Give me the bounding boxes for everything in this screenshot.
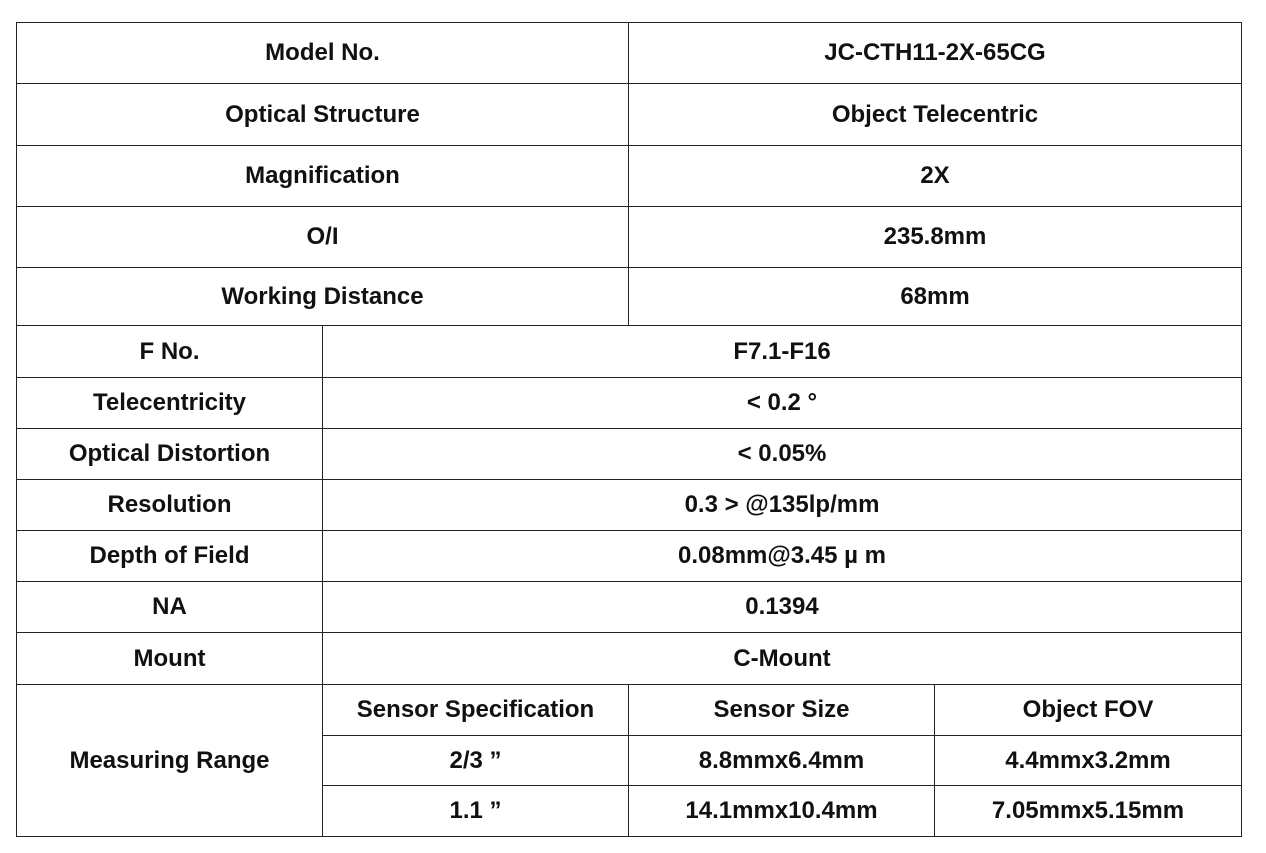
- value-cell: F7.1-F16: [322, 325, 1242, 378]
- label-cell: Optical Distortion: [16, 428, 323, 480]
- label-cell: Working Distance: [16, 267, 629, 326]
- value-cell: C-Mount: [322, 632, 1242, 685]
- table-row: NA 0.1394: [16, 581, 1242, 633]
- sensor-size-cell: 8.8mmx6.4mm: [628, 735, 935, 786]
- value-cell: 0.3 > @135lp/mm: [322, 479, 1242, 531]
- value-cell: 2X: [628, 145, 1242, 207]
- value-cell: 68mm: [628, 267, 1242, 326]
- measuring-range-label: Measuring Range: [16, 684, 323, 837]
- label-cell: Mount: [16, 632, 323, 685]
- label-cell: Model No.: [16, 22, 629, 84]
- table-row: O/I 235.8mm: [16, 206, 1242, 268]
- column-header: Sensor Specification: [322, 684, 629, 736]
- value-cell: JC-CTH11-2X-65CG: [628, 22, 1242, 84]
- label-cell: NA: [16, 581, 323, 633]
- column-header: Sensor Size: [628, 684, 935, 736]
- table-row: Depth of Field 0.08mm@3.45 µ m: [16, 530, 1242, 582]
- column-header: Object FOV: [934, 684, 1242, 736]
- label-cell: Depth of Field: [16, 530, 323, 582]
- table-row: 2/3 ” 8.8mmx6.4mm 4.4mmx3.2mm: [17, 735, 1242, 786]
- table-row: F No. F7.1-F16: [16, 325, 1242, 378]
- object-fov-cell: 4.4mmx3.2mm: [934, 735, 1242, 786]
- table-row: Model No. JC-CTH11-2X-65CG: [16, 22, 1242, 84]
- value-cell: Object Telecentric: [628, 83, 1242, 146]
- value-cell: 0.1394: [322, 581, 1242, 633]
- sensor-spec-cell: 1.1 ”: [322, 785, 629, 837]
- label-cell: O/I: [16, 206, 629, 268]
- table-row: Optical Structure Object Telecentric: [16, 83, 1242, 146]
- label-cell: F No.: [16, 325, 323, 378]
- sensor-spec-cell: 2/3 ”: [322, 735, 629, 786]
- table-row: 1.1 ” 14.1mmx10.4mm 7.05mmx5.15mm: [17, 785, 1242, 837]
- value-cell: < 0.2 °: [322, 377, 1242, 429]
- object-fov-cell: 7.05mmx5.15mm: [934, 785, 1242, 837]
- table-row: Magnification 2X: [16, 145, 1242, 207]
- label-cell: Telecentricity: [16, 377, 323, 429]
- label-cell: Resolution: [16, 479, 323, 531]
- table-row: Telecentricity < 0.2 °: [16, 377, 1242, 429]
- label-cell: Magnification: [16, 145, 629, 207]
- sensor-size-cell: 14.1mmx10.4mm: [628, 785, 935, 837]
- table-row: Resolution 0.3 > @135lp/mm: [16, 479, 1242, 531]
- value-cell: 0.08mm@3.45 µ m: [322, 530, 1242, 582]
- table-row: Optical Distortion < 0.05%: [16, 428, 1242, 480]
- value-cell: < 0.05%: [322, 428, 1242, 480]
- table-row: Working Distance 68mm: [16, 267, 1242, 326]
- table-row: Mount C-Mount: [16, 632, 1242, 685]
- label-cell: Optical Structure: [16, 83, 629, 146]
- value-cell: 235.8mm: [628, 206, 1242, 268]
- spec-table: Model No. JC-CTH11-2X-65CG Optical Struc…: [16, 22, 1242, 837]
- table-row: Measuring Range Sensor Specification Sen…: [16, 684, 1242, 837]
